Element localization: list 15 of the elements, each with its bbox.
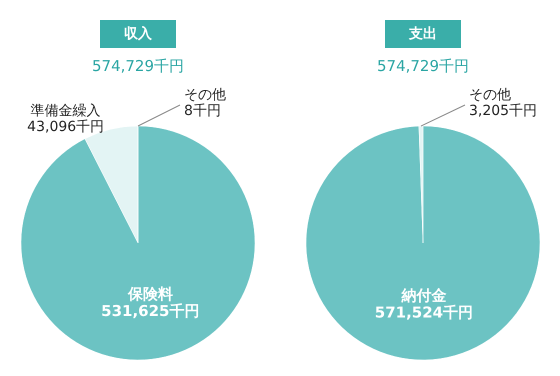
slice-label: 保険料 (126, 285, 173, 304)
chart-title: 収入 (124, 26, 153, 42)
data-label: 571,524千円 (374, 304, 474, 322)
slice-label: 準備金繰入 (30, 103, 101, 120)
chart-title: 支出 (408, 26, 437, 42)
chart-subtitle: 574,729千円 (92, 57, 184, 75)
data-label: 43,096千円 (27, 119, 104, 136)
chart-subtitle: 574,729千円 (376, 57, 470, 75)
pie-slice (306, 126, 540, 360)
data-label: 8千円 (184, 103, 221, 119)
slice-label: その他 (469, 87, 511, 103)
slice-label: その他 (184, 87, 226, 103)
slice-label: 納付金 (400, 286, 446, 305)
data-label: 3,205千円 (469, 103, 538, 119)
data-label: 531,625千円 (101, 302, 200, 320)
